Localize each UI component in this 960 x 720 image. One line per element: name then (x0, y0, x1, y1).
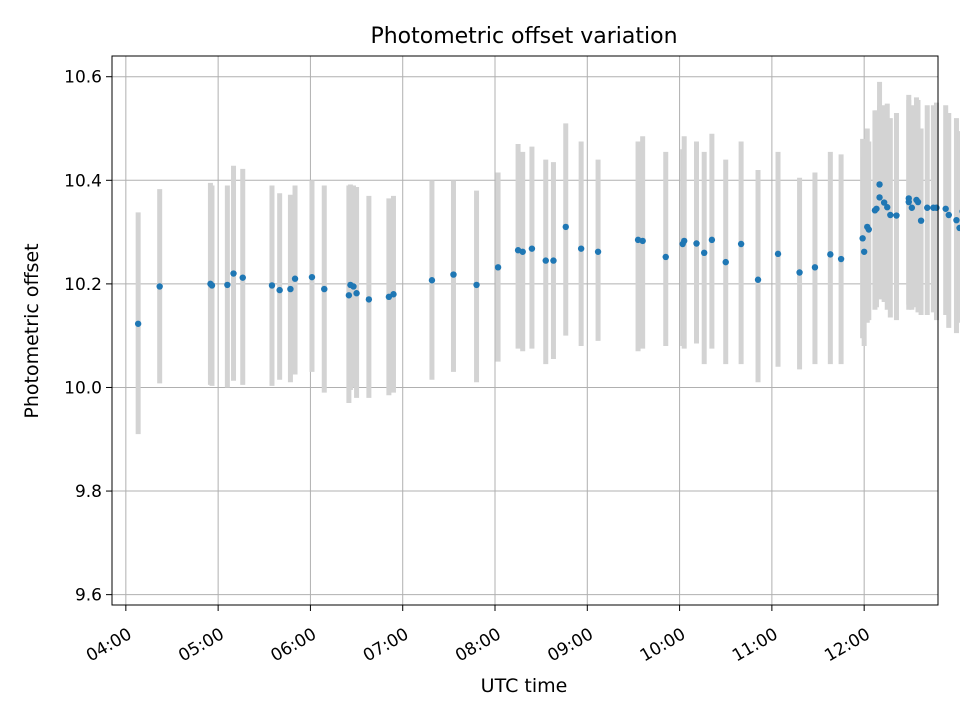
y-tick-label: 10.4 (64, 171, 102, 191)
data-point (550, 257, 557, 264)
data-point (577, 245, 585, 252)
data-point (796, 269, 803, 276)
y-axis-ticks: 9.6 9.8 10.0 10.2 10.4 10.6 (64, 68, 112, 606)
data-point (639, 237, 646, 245)
data-point (708, 236, 716, 244)
data-point (287, 285, 294, 293)
data-points (134, 181, 960, 327)
y-tick-label: 10.0 (64, 378, 102, 398)
data-point (827, 251, 834, 258)
data-point (956, 224, 960, 232)
data-point (230, 270, 237, 277)
data-point (321, 285, 328, 293)
data-point (953, 216, 960, 224)
data-point (681, 237, 688, 245)
data-point (945, 211, 952, 219)
data-point (519, 248, 526, 255)
data-point (933, 204, 940, 211)
data-point (239, 274, 246, 281)
data-point (224, 281, 231, 289)
data-point (811, 264, 819, 271)
data-point (662, 253, 669, 261)
data-point (876, 181, 883, 188)
data-point (737, 240, 745, 248)
data-point (754, 276, 762, 283)
chart-title: Photometric offset variation (370, 24, 677, 49)
data-point (914, 198, 922, 206)
data-point (350, 283, 357, 290)
data-point (908, 204, 916, 211)
data-point (873, 205, 880, 212)
y-tick-label: 9.6 (75, 586, 102, 606)
data-point (562, 223, 569, 231)
data-point (494, 264, 502, 271)
y-tick-label: 9.8 (75, 482, 102, 502)
data-point (722, 258, 729, 266)
data-point (924, 204, 931, 211)
data-point (428, 277, 436, 284)
data-point (860, 248, 868, 255)
data-point (865, 226, 872, 233)
data-point (291, 275, 299, 282)
data-point (156, 283, 163, 290)
data-point (268, 282, 276, 289)
data-point (208, 282, 216, 289)
data-point (353, 290, 360, 297)
axes-frame (111, 55, 939, 606)
data-point (134, 320, 142, 327)
y-tick-label: 10.2 (64, 275, 102, 295)
data-point (390, 291, 397, 298)
data-point (917, 217, 925, 224)
data-point (876, 194, 883, 201)
data-point (774, 250, 782, 258)
data-point (859, 235, 866, 242)
data-point (473, 281, 480, 289)
data-point (308, 273, 316, 281)
data-point (365, 296, 373, 303)
y-axis-label: Photometric offset (21, 243, 43, 418)
data-point (450, 271, 457, 278)
data-point (887, 211, 894, 219)
data-point (594, 248, 602, 255)
y-tick-label: 10.6 (64, 68, 102, 88)
x-axis-label: UTC time (481, 675, 568, 697)
data-point (893, 212, 900, 219)
data-point (905, 195, 912, 202)
data-point (345, 292, 353, 299)
data-point (528, 245, 536, 252)
data-point (837, 255, 845, 263)
data-point (884, 204, 891, 211)
data-point (276, 286, 283, 294)
data-point (693, 240, 700, 247)
data-point (700, 249, 708, 257)
data-point (542, 257, 549, 264)
data-point (942, 205, 949, 212)
data-point (880, 199, 888, 206)
